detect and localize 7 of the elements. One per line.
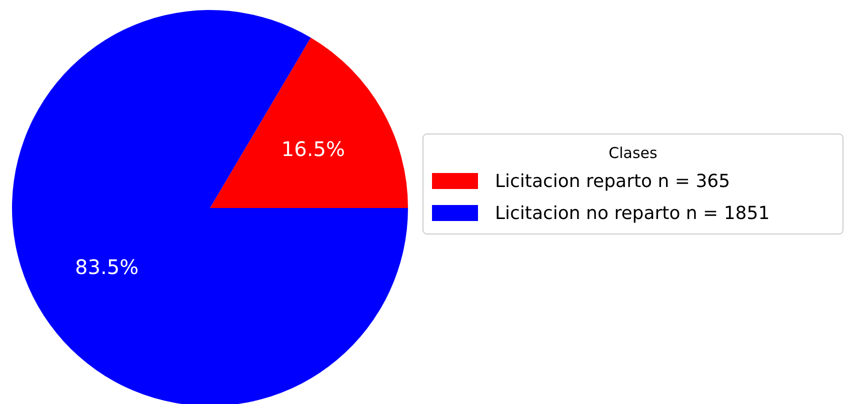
legend-label: Licitacion reparto n = 365 bbox=[495, 171, 730, 192]
pie-slice bbox=[12, 10, 408, 404]
data-label: 83.5% bbox=[75, 254, 139, 279]
legend-label: Licitacion no reparto n = 1851 bbox=[495, 203, 770, 224]
legend-title: Clases bbox=[608, 144, 658, 162]
data-label: 16.5% bbox=[281, 137, 345, 162]
pie-slice bbox=[210, 38, 408, 208]
